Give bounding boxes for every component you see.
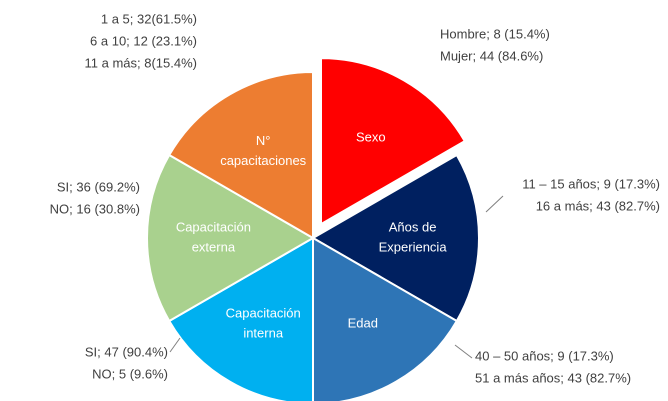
slice-label: Experiencia — [379, 239, 448, 254]
slice-label: interna — [243, 326, 284, 341]
slice-label: externa — [192, 239, 236, 254]
slice-label: Capacitación — [176, 219, 251, 234]
annotation: NO; 16 (30.8%) — [50, 201, 140, 216]
annotation: Hombre; 8 (15.4%) — [440, 26, 550, 41]
annotation: Mujer; 44 (84.6%) — [440, 48, 543, 63]
slice-label: Edad — [348, 316, 378, 331]
pie-slice — [146, 153, 315, 323]
slice-label: Sexo — [356, 129, 386, 144]
annotation: 40 – 50 años; 9 (17.3%) — [475, 348, 614, 363]
annotation: 16 a más; 43 (82.7%) — [536, 198, 660, 213]
annotation: 11 a más; 8(15.4%) — [85, 55, 197, 70]
slice-label: capacitaciones — [220, 153, 306, 168]
slice-label: Capacitación — [226, 306, 301, 321]
pie-slice — [311, 153, 480, 323]
annotation: 6 a 10; 12 (23.1%) — [90, 33, 197, 48]
slice-label: Años de — [389, 219, 437, 234]
slice-label: N° — [256, 133, 271, 148]
pie-slice — [167, 70, 314, 240]
annotation: 1 a 5; 32(61.5%) — [101, 11, 197, 26]
annotation: 51 a más años; 43 (82.7%) — [475, 370, 631, 385]
pie-slice — [320, 57, 467, 226]
leader-line — [169, 337, 181, 353]
leader-line — [454, 344, 473, 359]
pie-slice — [312, 236, 459, 401]
annotation: SI; 47 (90.4%) — [85, 344, 168, 359]
leader-line — [485, 195, 504, 213]
annotation: NO; 5 (9.6%) — [92, 366, 168, 381]
annotation: SI; 36 (69.2%) — [57, 179, 140, 194]
pie-slice — [167, 236, 314, 401]
annotation: 11 – 15 años; 9 (17.3%) — [522, 176, 660, 191]
